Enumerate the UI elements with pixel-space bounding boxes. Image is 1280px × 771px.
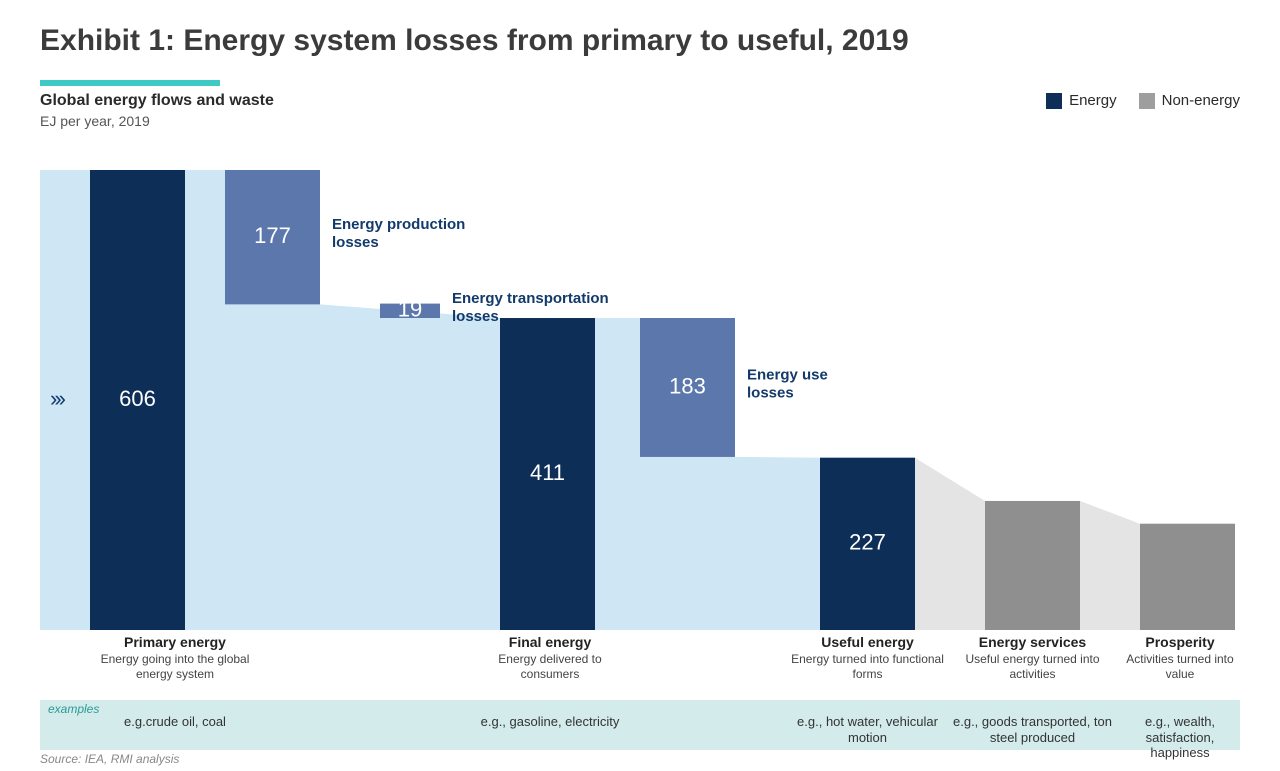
bar-services — [985, 501, 1080, 630]
loss-label-loss_prod-2: losses — [332, 234, 379, 251]
category-name-prosperity: Prosperity — [1115, 634, 1245, 650]
category-services: Energy services Useful energy turned into… — [950, 634, 1115, 682]
category-name-primary: Primary energy — [90, 634, 260, 650]
category-name-services: Energy services — [950, 634, 1115, 650]
accent-bar — [40, 80, 220, 86]
examples-band: examples e.g.crude oil, coale.g., gasoli… — [40, 700, 1240, 750]
example-prosperity: e.g., wealth, satisfaction, happiness — [1115, 714, 1245, 761]
chart-svg: 606177Energy productionlosses19Energy tr… — [40, 150, 1240, 630]
source-footnote: Source: IEA, RMI analysis — [40, 752, 179, 766]
legend-item-non-energy: Non-energy — [1139, 92, 1240, 109]
bar-value-primary: 606 — [119, 386, 156, 411]
category-primary: Primary energy Energy going into the glob… — [90, 634, 260, 682]
legend-label-non-energy: Non-energy — [1162, 92, 1240, 109]
example-services: e.g., goods transported, ton steel produ… — [950, 714, 1115, 745]
category-name-final: Final energy — [470, 634, 630, 650]
bar-value-final: 411 — [530, 460, 565, 485]
category-desc-services: Useful energy turned into activities — [950, 652, 1115, 682]
category-desc-primary: Energy going into the global energy syst… — [90, 652, 260, 682]
legend-label-energy: Energy — [1069, 92, 1117, 109]
exhibit-title: Exhibit 1: Energy system losses from pri… — [40, 24, 909, 58]
legend-swatch-non-energy — [1139, 93, 1155, 109]
category-final: Final energy Energy delivered to consumer… — [470, 634, 630, 682]
legend-swatch-energy — [1046, 93, 1062, 109]
loss-label-loss_use-2: losses — [747, 384, 794, 401]
inflow-arrows-icon: ››› — [50, 386, 63, 412]
bar-value-loss_prod: 177 — [254, 223, 291, 248]
bar-value-loss_trans: 19 — [398, 297, 422, 322]
chart-unit: EJ per year, 2019 — [40, 113, 150, 129]
category-desc-prosperity: Activities turned into value — [1115, 652, 1245, 682]
loss-label-loss_trans: Energy transportation — [452, 290, 609, 307]
bar-value-useful: 227 — [849, 530, 886, 555]
example-primary: e.g.crude oil, coal — [90, 714, 260, 730]
bar-prosperity — [1140, 524, 1235, 630]
chart-subtitle: Global energy flows and waste — [40, 92, 274, 110]
legend: Energy Non-energy — [1046, 92, 1240, 109]
category-axis: Primary energy Energy going into the glob… — [40, 634, 1240, 694]
waterfall-chart: ››› 606177Energy productionlosses19Energ… — [40, 150, 1240, 630]
legend-item-energy: Energy — [1046, 92, 1117, 109]
category-prosperity: Prosperity Activities turned into value — [1115, 634, 1245, 682]
loss-label-loss_trans-2: losses — [452, 308, 499, 325]
example-useful: e.g., hot water, vehicular motion — [785, 714, 950, 745]
example-final: e.g., gasoline, electricity — [470, 714, 630, 730]
loss-label-loss_use: Energy use — [747, 366, 828, 383]
loss-label-loss_prod: Energy production — [332, 216, 465, 233]
category-useful: Useful energy Energy turned into function… — [785, 634, 950, 682]
category-name-useful: Useful energy — [785, 634, 950, 650]
category-desc-useful: Energy turned into functional forms — [785, 652, 950, 682]
bar-value-loss_use: 183 — [669, 373, 706, 398]
category-desc-final: Energy delivered to consumers — [470, 652, 630, 682]
